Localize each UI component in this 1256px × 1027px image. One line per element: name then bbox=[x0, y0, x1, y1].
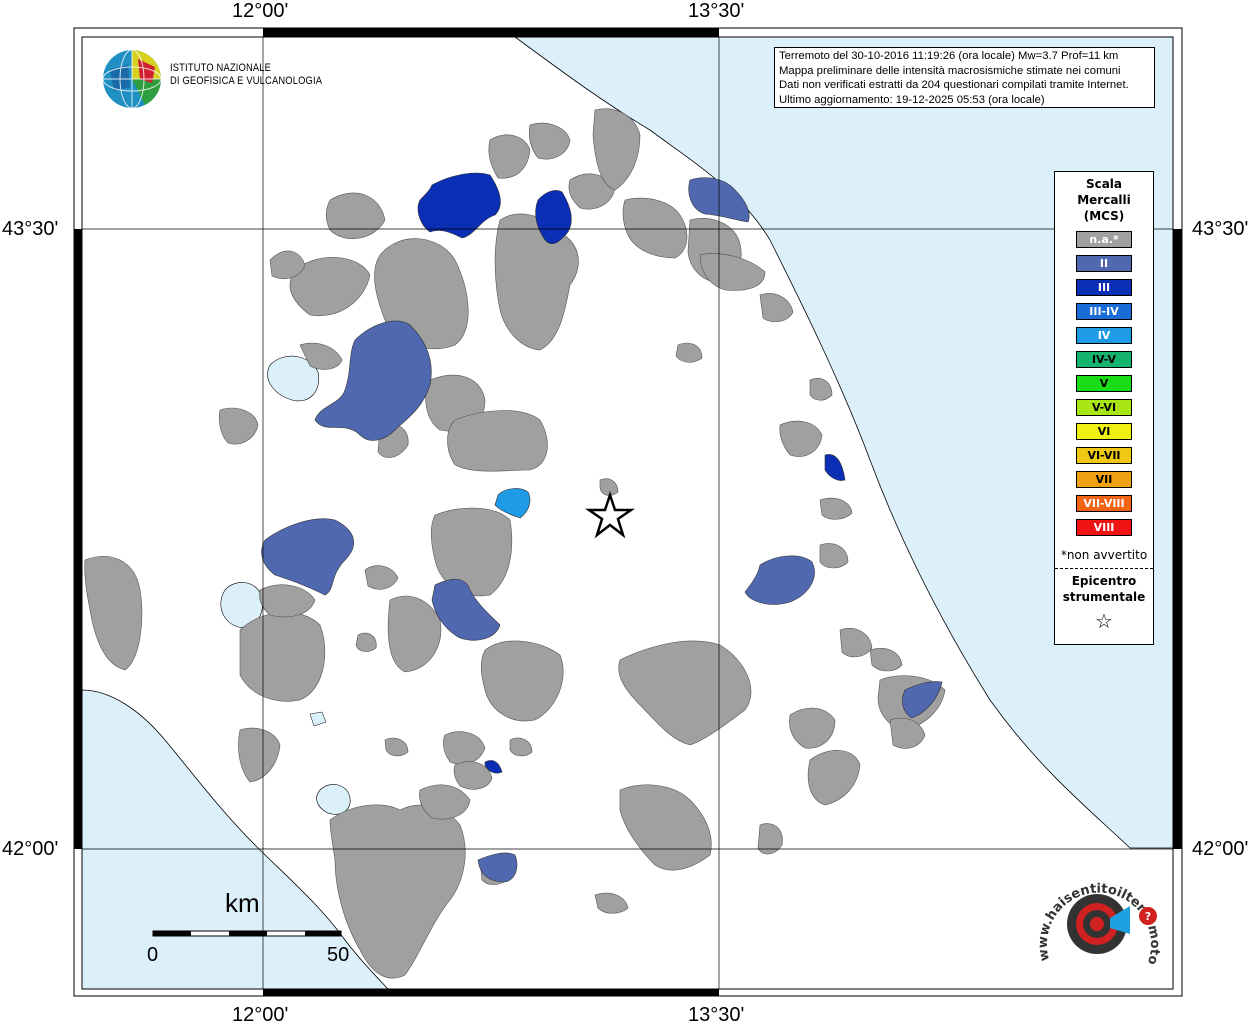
event-info-box: Terremoto del 30-10-2016 11:19:26 (ora l… bbox=[774, 47, 1155, 108]
coord-right-bottom: 42°00' bbox=[1192, 838, 1249, 860]
adriatic-sea bbox=[513, 36, 1174, 849]
coord-right-top: 43°30' bbox=[1192, 218, 1249, 240]
legend-separator bbox=[1055, 568, 1153, 569]
legend-title-line-1: Scala bbox=[1085, 177, 1123, 191]
coord-bottom-right: 13°30' bbox=[688, 1004, 745, 1026]
coord-left-bottom: 42°00' bbox=[2, 838, 59, 860]
legend-swatch-na: n.a.* bbox=[1076, 231, 1132, 248]
legend-swatch-iii: III bbox=[1076, 279, 1132, 296]
legend-swatch-viiviii: VII-VIII bbox=[1076, 495, 1132, 512]
legend-swatch-viii: VIII bbox=[1076, 519, 1132, 536]
graticule bbox=[82, 37, 1173, 989]
legend-title-line-3: (MCS) bbox=[1083, 209, 1125, 223]
info-line-1: Terremoto del 30-10-2016 11:19:26 (ora l… bbox=[779, 50, 1119, 62]
legend-swatch-vvi: V-VI bbox=[1076, 399, 1132, 416]
legend-note: *non avvertito bbox=[1060, 548, 1148, 562]
lake-vico bbox=[309, 711, 327, 727]
frame-checker bbox=[74, 28, 1182, 996]
municipalities-iii bbox=[417, 172, 846, 774]
legend-swatch-v: V bbox=[1076, 375, 1132, 392]
scale-bar bbox=[152, 930, 342, 937]
lake-trasimeno bbox=[267, 355, 320, 402]
legend-swatch-vivii: VI-VII bbox=[1076, 447, 1132, 464]
coord-left-top: 43°30' bbox=[2, 218, 59, 240]
municipalities-ii bbox=[261, 177, 943, 883]
ingv-name-line-2: DI GEOFISICA E VULCANOLOGIA bbox=[170, 75, 323, 87]
municipalities-na bbox=[84, 108, 946, 979]
legend-swatch-iv: IV bbox=[1076, 327, 1132, 344]
epicenter-star bbox=[584, 491, 636, 539]
municipalities-iv bbox=[494, 488, 531, 519]
legend-items: n.a.* II III III-IV IV IV-V V V-VI VI VI-VII VII VI… bbox=[1055, 231, 1153, 536]
legend-epicenter-line-1: Epicentro bbox=[1071, 574, 1137, 588]
scale-unit: km bbox=[225, 888, 260, 918]
ingv-name: ISTITUTO NAZIONALE DI GEOFISICA E VULCAN… bbox=[170, 62, 322, 88]
legend-swatch-ii: II bbox=[1076, 255, 1132, 272]
legend-swatch-iiiiv: III-IV bbox=[1076, 303, 1132, 320]
legend-epicenter-line-2: strumentale bbox=[1062, 590, 1146, 604]
haisentito-badge: ? bbox=[1145, 910, 1151, 923]
info-line-3: Dati non verificati estratti da 204 ques… bbox=[779, 79, 1129, 91]
tyrrhenian-sea bbox=[81, 689, 389, 990]
legend-swatch-vii: VII bbox=[1076, 471, 1132, 488]
info-line-4: Ultimo aggiornamento: 19-12-2025 05:53 (… bbox=[779, 93, 1045, 106]
ingv-name-line-1: ISTITUTO NAZIONALE bbox=[170, 62, 272, 74]
scale-end: 50 bbox=[327, 944, 350, 966]
haisentito-logo-icon: www.haisentitoilterremoto.it ? bbox=[1030, 862, 1162, 966]
legend-swatch-ivv: IV-V bbox=[1076, 351, 1132, 368]
legend-star-icon: ☆ bbox=[1095, 609, 1113, 633]
ingv-logo-icon bbox=[102, 49, 162, 109]
legend-swatch-vi: VI bbox=[1076, 423, 1132, 440]
coord-top-right: 13°30' bbox=[688, 0, 745, 22]
legend-title-line-2: Mercalli bbox=[1077, 193, 1131, 207]
mcs-legend: Scala Mercalli (MCS) n.a.* II III III-IV IV I… bbox=[1054, 171, 1154, 645]
info-line-2: Mappa preliminare delle intensità macros… bbox=[779, 64, 1121, 77]
scale-start: 0 bbox=[147, 944, 159, 966]
coord-bottom-left: 12°00' bbox=[232, 1004, 289, 1026]
coord-top-left: 12°00' bbox=[232, 0, 289, 22]
